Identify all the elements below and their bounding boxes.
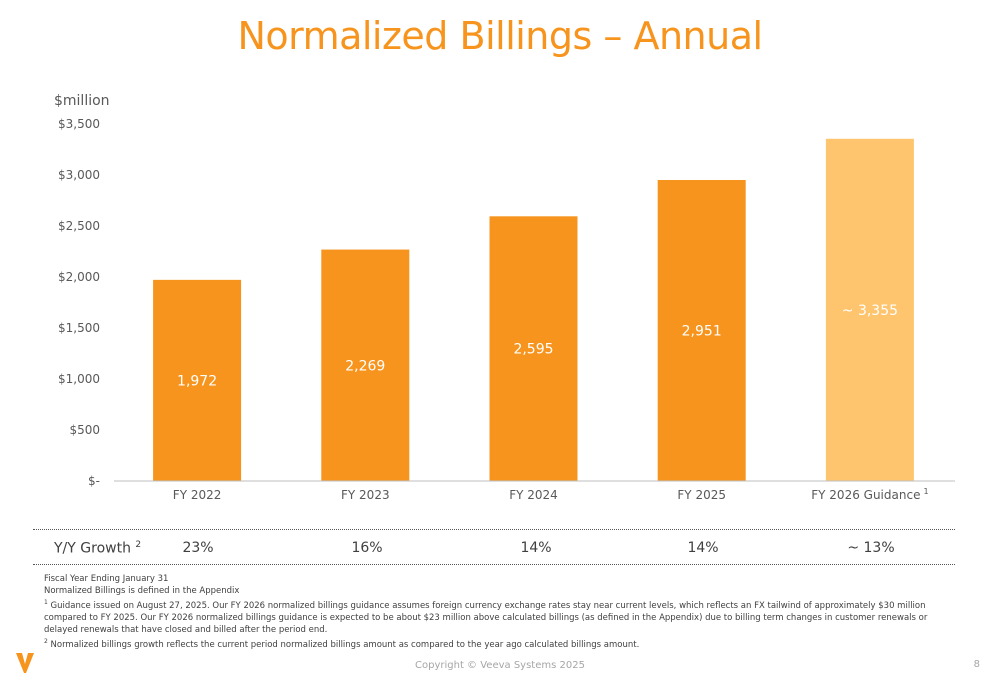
growth-bottom-rule bbox=[33, 564, 955, 565]
growth-value: 14% bbox=[687, 540, 719, 556]
growth-value: 16% bbox=[351, 540, 383, 556]
bar bbox=[657, 179, 746, 482]
x-tick-superscript: 1 bbox=[923, 487, 928, 496]
bar bbox=[153, 279, 242, 481]
y-tick-label: $3,000 bbox=[58, 168, 100, 182]
y-tick-label: $500 bbox=[69, 423, 100, 437]
x-tick-label: FY 2026 Guidance 1 bbox=[811, 487, 928, 502]
y-tick-label: $2,000 bbox=[58, 270, 100, 284]
growth-value: 23% bbox=[182, 540, 214, 556]
footnote-2: 2 Normalized billings growth reflects th… bbox=[44, 637, 640, 650]
bar-data-label: 2,951 bbox=[682, 323, 722, 339]
bar bbox=[825, 138, 914, 482]
footnote-1: 1 Guidance issued on August 27, 2025. Ou… bbox=[44, 599, 928, 635]
billings-bar-chart: $- $500 $1,000 $1,500 $2,000 $2,500 $3,000 $3,5… bbox=[58, 117, 955, 502]
footnotes: Fiscal Year Ending January 31 Normalized… bbox=[44, 573, 944, 651]
copyright: Copyright © Veeva Systems 2025 bbox=[415, 660, 585, 671]
y-tick-label: $1,000 bbox=[58, 372, 100, 386]
x-tick-label: FY 2023 bbox=[341, 488, 390, 502]
growth-value: ~ 13% bbox=[847, 540, 895, 556]
x-tick-label: FY 2025 bbox=[677, 488, 726, 502]
bar bbox=[489, 216, 578, 481]
bar-data-label: 2,595 bbox=[513, 342, 553, 358]
page-title: Normalized Billings – Annual bbox=[237, 14, 763, 58]
growth-top-rule bbox=[33, 529, 955, 530]
y-axis-unit-label: $million bbox=[54, 93, 110, 109]
bar-data-label: 2,269 bbox=[345, 358, 385, 374]
y-tick-label: $1,500 bbox=[58, 321, 100, 335]
x-tick-label: FY 2024 bbox=[509, 488, 558, 502]
growth-row: Y/Y Growth 2 23% 16% 14% 14% ~ 13% bbox=[0, 538, 1000, 562]
veeva-logo-icon bbox=[16, 653, 34, 673]
x-tick-label: FY 2022 bbox=[173, 488, 222, 502]
page-number: 8 bbox=[973, 659, 980, 670]
growth-label: Y/Y Growth 2 bbox=[54, 540, 142, 557]
bar-data-label: ~ 3,355 bbox=[842, 303, 898, 319]
bar bbox=[321, 249, 410, 481]
y-tick-label: $2,500 bbox=[58, 219, 100, 233]
y-tick-label: $- bbox=[88, 474, 100, 488]
bar-data-label: 1,972 bbox=[177, 373, 217, 389]
growth-value: 14% bbox=[520, 540, 552, 556]
y-tick-label: $3,500 bbox=[58, 117, 100, 131]
footnote-fiscal-year: Fiscal Year Ending January 31 bbox=[44, 574, 169, 584]
footnote-definition: Normalized Billings is defined in the Ap… bbox=[44, 586, 240, 596]
